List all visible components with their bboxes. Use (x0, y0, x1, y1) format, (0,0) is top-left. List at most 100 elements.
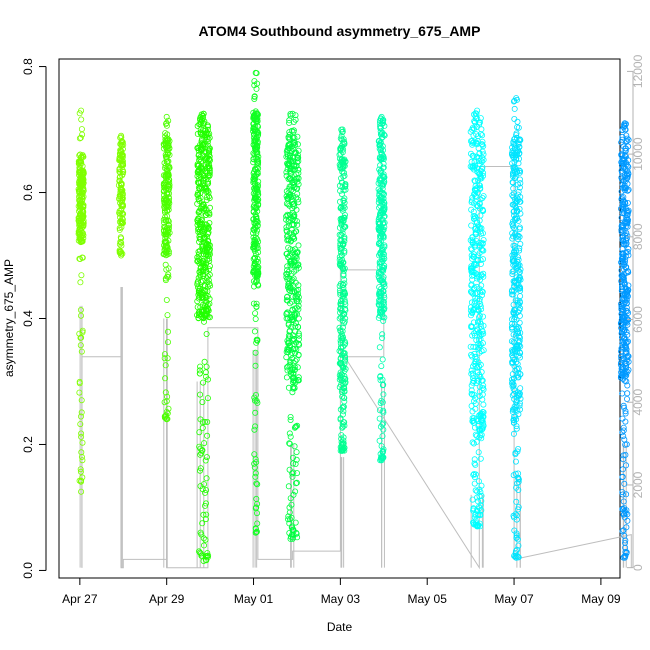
data-point (469, 125, 476, 132)
data-point (198, 531, 205, 538)
data-point (340, 364, 347, 371)
data-point (76, 193, 83, 200)
data-point-min (289, 535, 296, 542)
data-point-max (289, 110, 296, 117)
data-point (381, 314, 388, 321)
data-point (378, 198, 385, 205)
data-point (164, 147, 171, 154)
data-point (77, 466, 84, 473)
data-point (202, 516, 209, 523)
data-point (341, 341, 348, 348)
data-point (253, 528, 260, 535)
data-point (478, 431, 485, 438)
data-point (200, 542, 207, 549)
data-point (166, 164, 173, 171)
data-point (79, 208, 86, 215)
data-point (378, 233, 385, 240)
data-point (378, 253, 385, 260)
data-point (341, 156, 348, 163)
data-point (619, 489, 626, 496)
data-point (624, 167, 631, 174)
data-point (161, 223, 168, 230)
data-point (471, 261, 478, 268)
data-point (339, 129, 346, 136)
data-point (164, 208, 171, 215)
data-point (622, 147, 629, 154)
data-point (250, 255, 257, 262)
data-point (624, 268, 631, 275)
data-point (509, 268, 516, 275)
data-point (337, 204, 344, 211)
x-tick-label: May 09 (581, 592, 621, 606)
data-point (512, 553, 519, 560)
data-point (380, 182, 387, 189)
data-point (510, 288, 517, 295)
data-point (284, 367, 291, 374)
data-point (619, 506, 626, 513)
data-point (618, 214, 625, 221)
data-point (199, 295, 206, 302)
data-point (203, 475, 210, 482)
data-point (195, 168, 202, 175)
data-point (200, 234, 207, 241)
data-point (469, 439, 476, 446)
data-point (511, 169, 518, 176)
data-point-max (474, 107, 481, 114)
data-point (162, 261, 169, 268)
data-point (78, 449, 85, 456)
data-point (341, 398, 348, 405)
data-point (479, 256, 486, 263)
data-point (622, 537, 629, 544)
data-point (286, 520, 293, 527)
data-point-min (621, 554, 628, 561)
x-tick-label: May 05 (408, 592, 448, 606)
data-point (164, 312, 171, 319)
data-point (291, 335, 298, 342)
data-point (78, 409, 85, 416)
y2-tick-label: 8000 (631, 223, 645, 250)
data-point-min (474, 523, 481, 530)
data-point (510, 164, 517, 171)
data-point (285, 339, 292, 346)
data-point (164, 158, 171, 165)
data-point (283, 216, 290, 223)
data-point (252, 362, 259, 369)
data-point (162, 375, 169, 382)
data-point (290, 235, 297, 242)
data-point (250, 170, 257, 177)
data-point (470, 307, 477, 314)
data-point (380, 276, 387, 283)
data-point (341, 235, 348, 242)
data-point (251, 126, 258, 133)
y-tick-label: 0.8 (21, 58, 35, 75)
data-point (509, 271, 516, 278)
data-point (287, 535, 294, 542)
data-point (162, 172, 169, 179)
data-point (195, 291, 202, 298)
data-point (514, 168, 521, 175)
data-point (378, 363, 385, 370)
data-point (294, 422, 301, 429)
data-point (290, 359, 297, 366)
data-point (341, 338, 348, 345)
data-point (285, 483, 292, 490)
data-point (251, 227, 258, 234)
x-tick-label: Apr 27 (62, 592, 98, 606)
data-point (515, 277, 522, 284)
data-point (292, 328, 299, 335)
data-point (473, 225, 480, 232)
data-point (619, 466, 626, 473)
data-point (204, 178, 211, 185)
data-point (377, 139, 384, 146)
data-point (510, 416, 517, 423)
data-point (340, 394, 347, 401)
data-point (341, 214, 348, 221)
data-point (292, 423, 299, 430)
data-point (477, 303, 484, 310)
data-point (337, 135, 344, 142)
data-point (163, 158, 170, 165)
data-point (468, 269, 475, 276)
data-point (476, 336, 483, 343)
data-point (339, 411, 346, 418)
data-point (622, 165, 629, 172)
